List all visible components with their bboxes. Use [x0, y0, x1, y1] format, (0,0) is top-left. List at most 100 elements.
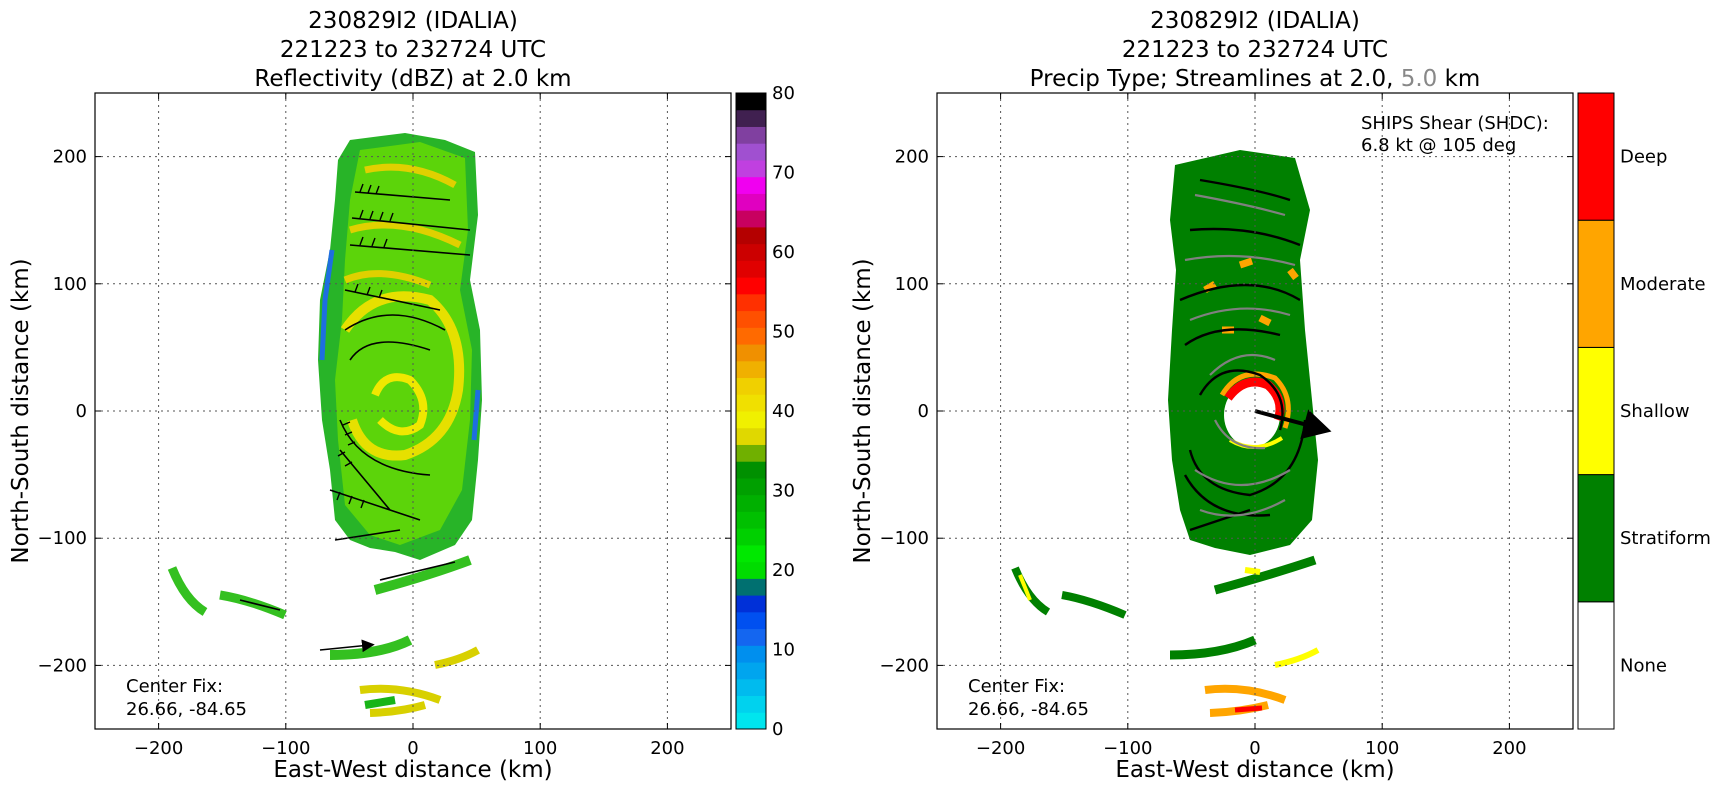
left-grid [95, 93, 731, 729]
left-colorbar-swatch [736, 595, 766, 613]
right-xlabel: East-West distance (km) [1115, 757, 1394, 783]
shear-text-line-1: SHIPS Shear (SHDC): [1361, 113, 1549, 134]
right-streamlines-5km [1184, 193, 1296, 517]
left-rain-band-north [343, 163, 462, 289]
left-colorbar-swatch [736, 444, 766, 462]
right-precip-stratiform-main [1168, 150, 1318, 555]
left-colorbar-swatch [736, 645, 766, 663]
left-colorbar-swatch [736, 344, 766, 362]
right-ytick-label: 0 [918, 401, 929, 422]
right-colorbar-category-swatch [1577, 474, 1615, 603]
right-annotation-line-1: Center Fix: [968, 676, 1065, 697]
right-title-line-3: Precip Type; Streamlines at 2.0, 5.0 km [1030, 66, 1481, 92]
left-colorbar-swatch [736, 544, 766, 563]
left-colorbar-swatch [736, 394, 766, 412]
left-ytick-label: 100 [53, 274, 87, 295]
left-plot-area: −200 −100 0 100 200 −200 −100 0 100 200 [38, 92, 732, 759]
left-axis-ticks: −200 −100 0 100 200 −200 −100 0 100 200 [38, 93, 731, 759]
left-colorbar-swatch [736, 695, 766, 713]
right-colorbar-category-swatch [1577, 346, 1615, 476]
right-colorbar-category-label: Deep [1620, 147, 1667, 168]
left-colorbar-swatch [736, 678, 766, 697]
right-precip-outer-sw-yellow [1018, 574, 1032, 601]
left-rain-band-far-south [359, 646, 480, 717]
left-colorbar-swatch [736, 494, 766, 512]
left-xtick-label: 0 [407, 738, 418, 759]
left-xtick-label: −100 [261, 738, 310, 759]
right-colorbar-category-swatch [1577, 601, 1615, 730]
left-colorbar-swatch [736, 461, 766, 479]
right-plot-area: −200 −100 0 100 200 −200 −100 0 100 200 [880, 92, 1574, 759]
right-colorbar: None Stratiform Shallow Moderate Deep [1577, 92, 1711, 730]
left-colorbar-swatch [736, 93, 766, 111]
left-colorbar-swatch [736, 260, 766, 278]
left-xtick-label: 100 [523, 738, 557, 759]
left-ytick-label: 200 [53, 147, 87, 168]
right-title-part-3: km [1437, 66, 1480, 92]
left-colorbar-swatch [736, 327, 766, 345]
left-ylabel: North-South distance (km) [8, 258, 34, 563]
left-ytick-label: −100 [38, 528, 87, 549]
right-title-line-2: 221223 to 232724 UTC [1122, 37, 1388, 63]
left-rain-spiral-1 [340, 291, 465, 461]
left-colorbar-swatch [736, 159, 766, 178]
right-axis-ticks: −200 −100 0 100 200 −200 −100 0 100 200 [880, 93, 1573, 759]
left-wind-barb-feathers [336, 183, 394, 509]
left-xlabel: East-West distance (km) [273, 757, 552, 783]
right-precip-outer-south-yellow [1244, 567, 1320, 668]
right-xtick-label: 200 [1492, 738, 1526, 759]
left-annotation-line-2: 26.66, -84.65 [126, 699, 247, 720]
right-colorbar-category-swatch [1577, 219, 1615, 348]
left-colorbar-swatch [736, 578, 766, 596]
left-panel: 230829I2 (IDALIA) 221223 to 232724 UTC R… [8, 8, 795, 783]
right-colorbar-category-swatch [1577, 92, 1615, 221]
left-ytick-label: −200 [38, 655, 87, 676]
left-colorbar-swatch [736, 310, 766, 328]
left-colorbar-swatch [736, 528, 766, 546]
right-precip-outer-south [1169, 555, 1317, 660]
left-annotation-line-1: Center Fix: [126, 676, 223, 697]
left-colorbar-swatch [736, 477, 766, 496]
right-ytick-label: −200 [880, 655, 929, 676]
left-colorbar-swatch [736, 427, 766, 445]
left-colorbar-frame [735, 92, 767, 730]
right-annotation-line-2: 26.66, -84.65 [968, 699, 1089, 720]
left-wind-barbs [239, 191, 471, 650]
right-shear-arrow [1254, 409, 1332, 440]
left-rain-edge-blue [319, 249, 481, 441]
left-colorbar-tick-label: 10 [772, 640, 795, 661]
right-precip-field [1011, 150, 1332, 717]
left-colorbar-swatch [736, 243, 766, 261]
left-colorbar-swatch [736, 210, 766, 228]
right-colorbar-category-label: Moderate [1620, 274, 1706, 295]
left-xtick-label: 200 [650, 738, 684, 759]
right-ylabel: North-South distance (km) [850, 258, 876, 563]
left-colorbar-swatch [736, 143, 766, 161]
left-title-line-3: Reflectivity (dBZ) at 2.0 km [254, 66, 571, 92]
left-colorbar-swatch [736, 511, 766, 529]
left-colorbar-swatch [736, 360, 766, 379]
left-colorbar-tick-label: 50 [772, 322, 795, 343]
right-colorbar-category-label: Shallow [1620, 401, 1690, 422]
right-ytick-label: 100 [895, 274, 929, 295]
right-panel: 230829I2 (IDALIA) 221223 to 232724 UTC P… [850, 8, 1711, 783]
left-colorbar-swatch [736, 126, 766, 144]
right-precip-far-south-deep [1234, 705, 1263, 713]
right-precip-deep-core [1224, 377, 1285, 422]
left-title-line-1: 230829I2 (IDALIA) [308, 8, 518, 34]
right-title-part-1: Precip Type; Streamlines at 2.0, [1030, 66, 1401, 92]
left-colorbar-swatch [736, 109, 766, 127]
left-colorbar: 0 10 20 30 40 50 60 70 80 [735, 83, 795, 740]
right-xtick-label: 100 [1365, 738, 1399, 759]
left-colorbar-tick-label: 40 [772, 401, 795, 422]
right-precip-moderate-ring [1219, 371, 1291, 429]
right-title-line-1: 230829I2 (IDALIA) [1150, 8, 1360, 34]
right-streamlines-2km [1179, 178, 1307, 532]
left-colorbar-swatch [736, 277, 766, 295]
left-colorbar-swatch [736, 226, 766, 245]
left-ytick-label: 0 [76, 401, 87, 422]
right-xtick-label: −200 [976, 738, 1025, 759]
left-colorbar-tick-label: 30 [772, 481, 795, 502]
